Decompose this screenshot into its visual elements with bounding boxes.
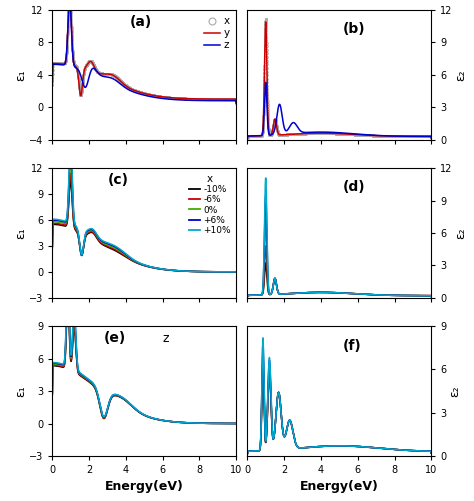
Y-axis label: ε₁: ε₁: [15, 227, 27, 239]
Y-axis label: ε₂: ε₂: [454, 69, 467, 81]
Text: (f): (f): [343, 339, 362, 353]
Y-axis label: ε₂: ε₂: [454, 227, 467, 239]
Text: (c): (c): [108, 173, 128, 187]
Text: (e): (e): [104, 331, 126, 345]
Y-axis label: ε₁: ε₁: [15, 385, 27, 397]
Text: z: z: [163, 332, 169, 345]
Legend: -10%, -6%, 0%, +6%, +10%: -10%, -6%, 0%, +6%, +10%: [188, 173, 232, 236]
Text: (b): (b): [343, 23, 365, 37]
X-axis label: Energy(eV): Energy(eV): [105, 480, 183, 493]
Text: (a): (a): [129, 15, 152, 29]
Legend: x, y, z: x, y, z: [203, 15, 231, 52]
Text: (d): (d): [343, 180, 365, 194]
Y-axis label: ε₁: ε₁: [15, 69, 27, 81]
X-axis label: Energy(eV): Energy(eV): [300, 480, 379, 493]
Y-axis label: ε₂: ε₂: [448, 385, 461, 397]
